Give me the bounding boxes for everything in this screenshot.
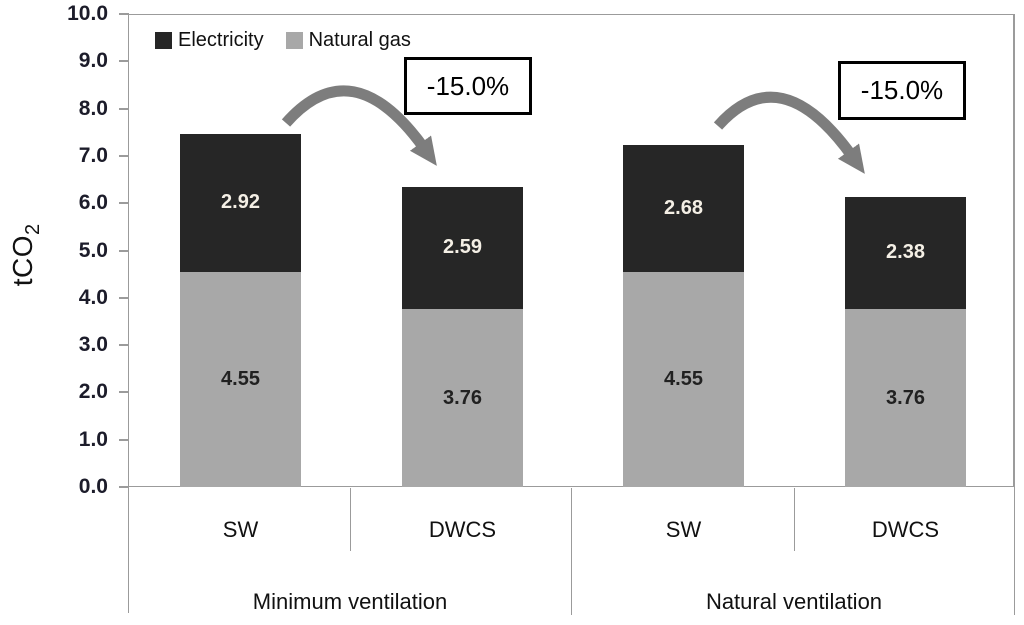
right-axis-border (1014, 14, 1015, 615)
y-tick-label: 2.0 (78, 380, 108, 403)
x-category-label: SW (222, 517, 259, 542)
y-tick-label: 0.0 (78, 475, 108, 498)
segment-value: 3.76 (443, 386, 482, 409)
y-tick-mark (119, 439, 129, 441)
bar-min-vent-dwcs: 2.59 3.76 (402, 186, 523, 487)
y-tick-label: 10.0 (67, 2, 108, 25)
y-tick-mark (119, 13, 129, 15)
legend-label: Electricity (178, 29, 264, 51)
category-separator (350, 488, 351, 551)
segment-value: 4.55 (664, 367, 703, 390)
y-tick-label: 5.0 (78, 239, 108, 262)
y-tick-mark (119, 391, 129, 393)
electricity-segment: 2.59 (402, 186, 523, 310)
reduction-annotation-left: -15.0% (404, 57, 532, 115)
y-tick-mark (119, 486, 129, 488)
y-tick-mark (119, 202, 129, 204)
y-tick-mark (119, 155, 129, 157)
y-tick-mark (119, 344, 129, 346)
y-axis-title-subscript: 2 (21, 223, 44, 235)
natural-gas-segment: 3.76 (845, 309, 966, 487)
segment-value: 2.38 (886, 241, 925, 264)
electricity-segment: 2.38 (845, 196, 966, 310)
category-border-left (128, 488, 129, 613)
natural-gas-segment: 3.76 (402, 309, 523, 487)
segment-value: 2.59 (443, 236, 482, 259)
electricity-segment: 2.92 (180, 133, 301, 272)
segment-value: 2.92 (221, 191, 260, 214)
y-tick-label: 4.0 (78, 286, 108, 309)
natural-gas-segment: 4.55 (623, 271, 744, 487)
segment-value: 3.76 (886, 386, 925, 409)
bar-nat-vent-sw: 2.68 4.55 (623, 145, 744, 487)
natural-gas-swatch-icon (285, 32, 303, 49)
y-tick-label: 9.0 (78, 49, 108, 72)
reduction-annotation-right: -15.0% (838, 61, 966, 120)
segment-value: 4.55 (221, 367, 260, 390)
x-category-label: DWCS (428, 517, 497, 542)
electricity-segment: 2.68 (623, 145, 744, 272)
legend-item-natural-gas: Natural gas (285, 29, 411, 52)
electricity-swatch-icon (155, 32, 172, 49)
y-tick-label: 6.0 (78, 191, 108, 214)
y-tick-label: 8.0 (78, 97, 108, 120)
y-tick-mark (119, 108, 129, 110)
y-tick-mark (119, 60, 129, 62)
bar-min-vent-sw: 2.92 4.55 (180, 133, 301, 487)
category-separator (794, 488, 795, 551)
legend: Electricity Natural gas (155, 29, 411, 52)
x-category-label: DWCS (871, 517, 940, 542)
y-tick-label: 3.0 (78, 333, 108, 356)
natural-gas-segment: 4.55 (180, 271, 301, 487)
x-group-label-natural-ventilation: Natural ventilation (705, 589, 883, 614)
y-tick-mark (119, 250, 129, 252)
legend-label: Natural gas (308, 29, 411, 51)
bar-nat-vent-dwcs: 2.38 3.76 (845, 196, 966, 487)
segment-value: 2.68 (664, 196, 703, 219)
y-tick-label: 7.0 (78, 144, 108, 167)
group-separator (571, 488, 572, 615)
y-tick-label: 1.0 (78, 428, 108, 451)
legend-item-electricity: Electricity (155, 29, 264, 52)
y-tick-mark (119, 297, 129, 299)
x-group-label-minimum-ventilation: Minimum ventilation (252, 589, 448, 614)
x-category-label: SW (665, 517, 702, 542)
